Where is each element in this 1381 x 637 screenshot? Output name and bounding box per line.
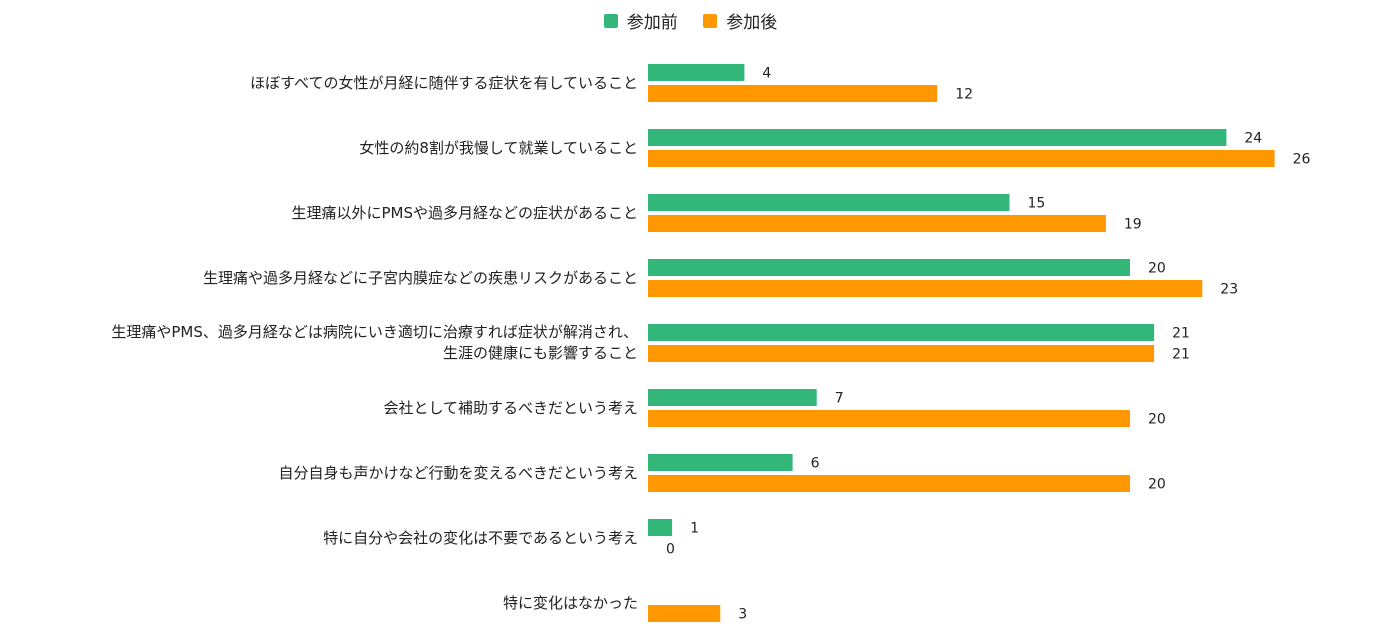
bar-after[interactable] [648, 410, 1130, 427]
data-label: 15 [1028, 196, 1046, 212]
bar-before[interactable] [648, 454, 793, 471]
data-label: 20 [1148, 477, 1166, 493]
legend-swatch-after [703, 13, 718, 28]
bar-after[interactable] [648, 280, 1203, 297]
bar-after[interactable] [648, 345, 1155, 362]
data-label: 26 [1293, 152, 1311, 168]
bar-after[interactable] [648, 605, 721, 622]
bar-after[interactable] [648, 475, 1130, 492]
data-label: 1 [690, 521, 699, 537]
category-label: 会社として補助するべきだという考え [383, 398, 638, 417]
bar-before[interactable] [648, 519, 673, 536]
category-label: 特に変化はなかった [502, 593, 638, 612]
category-label: ほぼすべての女性が月経に随伴する症状を有していること [250, 73, 638, 92]
bar-after[interactable] [648, 85, 938, 102]
bar-before[interactable] [648, 64, 745, 81]
data-label: 24 [1244, 131, 1262, 147]
bar-after[interactable] [648, 215, 1106, 232]
bar-before[interactable] [648, 129, 1227, 146]
legend-item-before[interactable]: 参加前 [603, 8, 678, 33]
category-label: 女性の約8割が我慢して就業していること [359, 138, 638, 157]
data-label: 20 [1148, 412, 1166, 428]
data-label: 12 [955, 87, 973, 103]
category-label: 自分自身も声かけなど行動を変えるべきだという考え [278, 463, 638, 482]
data-label: 23 [1220, 282, 1238, 298]
bar-after[interactable] [648, 150, 1275, 167]
data-label: 20 [1148, 261, 1166, 277]
category-label: 生理痛やPMS、過多月経などは病院にいき適切に治療すれば症状が解消され、 生涯の… [111, 323, 638, 362]
legend-swatch-before [603, 13, 618, 28]
bar-before[interactable] [648, 259, 1130, 276]
category-label: 特に自分や会社の変化は不要であるという考え [323, 528, 638, 547]
data-label: 19 [1124, 217, 1142, 233]
data-label: 4 [762, 66, 771, 82]
legend-label-before: 参加前 [626, 13, 678, 33]
legend-item-after[interactable]: 参加後 [703, 8, 777, 33]
data-label: 6 [811, 456, 820, 472]
bar-before[interactable] [648, 324, 1155, 341]
bar-before[interactable] [648, 389, 817, 406]
data-label: 7 [835, 391, 844, 407]
category-label: 生理痛以外にPMSや過多月経などの症状があること [291, 203, 638, 222]
data-label: 3 [738, 607, 747, 623]
data-label: 21 [1172, 347, 1190, 363]
data-label: 0 [666, 542, 675, 558]
legend-label-after: 参加後 [726, 13, 778, 33]
data-label: 21 [1172, 326, 1190, 342]
legend: 参加前 参加後 [0, 8, 1381, 33]
bar-before[interactable] [648, 194, 1010, 211]
category-label: 生理痛や過多月経などに子宮内膜症などの疾患リスクがあること [202, 268, 638, 287]
